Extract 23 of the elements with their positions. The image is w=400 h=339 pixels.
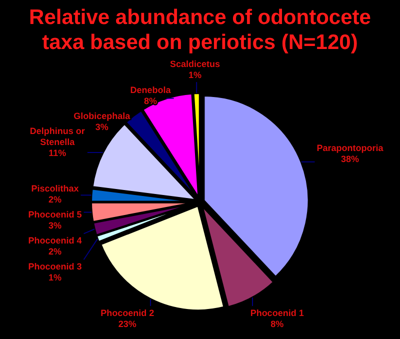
slice-label: Phocoenid 2 <box>100 308 154 318</box>
slice-label: Phocoenid 4 <box>28 236 82 246</box>
data-label: 3% <box>95 122 108 132</box>
data-label: 2% <box>48 194 62 205</box>
data-label: 8% <box>270 319 284 329</box>
slice-label: Scaldicetus <box>170 59 220 70</box>
slice-label: Phocoenid 3 <box>28 262 82 272</box>
data-label: 3% <box>48 220 62 231</box>
slice-label: Piscolithax <box>31 184 79 194</box>
slice-label: Parapontoporia <box>316 143 384 154</box>
slice-label: Denebola <box>130 85 172 96</box>
data-label: 23% <box>118 319 136 329</box>
slice-label: Phocoenid 5 <box>28 210 82 220</box>
data-label: 1% <box>188 70 202 80</box>
data-label: 1% <box>48 272 62 283</box>
data-label: 38% <box>340 154 360 164</box>
data-label: 2% <box>48 246 62 257</box>
slice-label: Globicephala <box>74 111 132 122</box>
data-label: 11% <box>48 148 66 158</box>
chart-title: Relative abundance of odontocete taxa based on periotics (N=120) <box>29 6 371 54</box>
slice-label: Delphinus or Stenella <box>30 126 86 148</box>
data-label: 8% <box>144 96 158 106</box>
slice-label: Phocoenid 1 <box>250 308 304 318</box>
